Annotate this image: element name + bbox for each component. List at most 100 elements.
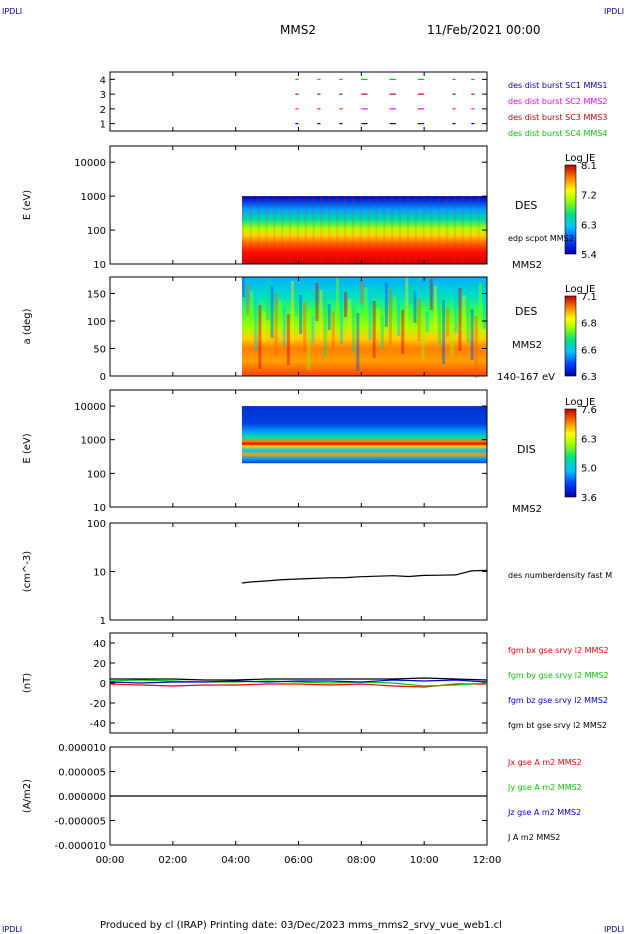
bfield-ylabel: (nT) bbox=[22, 673, 33, 693]
time-tick-label: 04:00 bbox=[221, 855, 250, 866]
time-tick-label: 02:00 bbox=[158, 855, 187, 866]
corner-label-top-right: IPDLI bbox=[604, 7, 624, 16]
des-pitch-colorbar-tick: 6.6 bbox=[581, 345, 597, 356]
des-pitch-stripe bbox=[393, 296, 397, 318]
bfield-frame bbox=[109, 632, 488, 734]
des-energy-stripe bbox=[241, 196, 244, 264]
bfield-legend-entry: fgm bz gse srvy l2 MMS2 bbox=[508, 696, 608, 705]
des-pitch-stripe bbox=[421, 305, 425, 359]
des-pitch-stripe bbox=[413, 291, 417, 323]
dis-energy-side-label: DIS bbox=[517, 443, 536, 456]
des-pitch-stripe bbox=[364, 287, 368, 322]
des-energy-stripe bbox=[328, 196, 331, 264]
des-pitch-stripe bbox=[450, 314, 454, 355]
current-ytick-label: 0.000000 bbox=[58, 792, 106, 803]
des-energy-stripe bbox=[454, 196, 457, 264]
dis-energy-colorbar-title: Log JE bbox=[565, 397, 595, 408]
bfield-series-line bbox=[109, 679, 488, 684]
des-energy-stripe bbox=[477, 196, 480, 264]
burst-ytick-label: 4 bbox=[100, 75, 106, 86]
bfield-ytick-label: 20 bbox=[93, 659, 106, 670]
footer-text: Produced by cl (IRAP) Printing date: 03/… bbox=[100, 920, 502, 931]
bfield-legend-entry: fgm bt gse srvy l2 MMS2 bbox=[508, 721, 607, 730]
des-energy-stripe bbox=[351, 196, 354, 264]
des-pitch-stripe bbox=[470, 309, 474, 360]
des-pitch-stripe bbox=[466, 302, 470, 342]
des-pitch-stripe bbox=[446, 307, 450, 337]
current-legend-entry: Jx gse A m2 MMS2 bbox=[507, 758, 582, 767]
des-pitch-stripe bbox=[258, 305, 262, 369]
des-pitch-stripe bbox=[380, 315, 384, 349]
des-pitch-stripe bbox=[290, 281, 294, 343]
des-energy-stripe bbox=[391, 196, 394, 264]
density-legend-entry: des numberdensity fast M bbox=[508, 571, 612, 580]
des-pitch-stripe bbox=[335, 278, 339, 326]
des-pitch-stripe bbox=[278, 300, 282, 329]
time-tick-label: 12:00 bbox=[473, 855, 502, 866]
time-tick-label: 08:00 bbox=[347, 855, 376, 866]
des-energy-colorbar bbox=[564, 164, 577, 255]
des-energy-colorbar-title: Log JE bbox=[565, 153, 595, 164]
current-legend-entry: Jy gse A m2 MMS2 bbox=[507, 783, 582, 792]
des-energy-ytick-label: 1000 bbox=[81, 192, 106, 203]
des-energy-ylabel: E (eV) bbox=[22, 190, 33, 220]
dis-energy-ylabel: E (eV) bbox=[22, 433, 33, 463]
des-pitch-stripe bbox=[250, 291, 254, 333]
dis-energy-ytick-label: 1000 bbox=[81, 436, 106, 447]
des-energy-spectrogram bbox=[241, 196, 487, 264]
des-pitch-stripe bbox=[311, 316, 315, 343]
burst-legend-entry: des dist burst SC1 MMS1 bbox=[508, 81, 607, 90]
density-ylabel: (cm^-3) bbox=[22, 551, 33, 592]
des-energy-stripe bbox=[469, 196, 472, 264]
des-energy-side-label: edp scpot MMS2 bbox=[508, 234, 574, 243]
des-pitch-colorbar-title: Log JE bbox=[565, 284, 595, 295]
date-title: 11/Feb/2021 00:00 bbox=[427, 23, 541, 37]
bfield-ytick-label: -20 bbox=[90, 699, 106, 710]
des-energy-colorbar-tick: 6.3 bbox=[581, 220, 597, 231]
bfield-legend-entry: fgm by gse srvy l2 MMS2 bbox=[508, 671, 609, 680]
des-energy-stripe bbox=[430, 196, 433, 264]
dis-energy-side-label: MMS2 bbox=[512, 504, 542, 515]
des-energy-stripe bbox=[344, 196, 347, 264]
des-pitch-stripe bbox=[356, 313, 360, 371]
des-pitch-colorbar-tick: 7.1 bbox=[581, 292, 597, 303]
corner-label-top-left: IPDLI bbox=[2, 7, 22, 16]
des-pitch-colorbar bbox=[564, 295, 577, 377]
bfield-series-line bbox=[109, 683, 487, 688]
dis-energy-colorbar-tick: 5.0 bbox=[581, 464, 597, 475]
des-energy-stripe bbox=[422, 196, 425, 264]
des-pitch-ytick-label: 100 bbox=[87, 317, 106, 328]
des-energy-colorbar-tick: 8.1 bbox=[581, 161, 597, 172]
des-pitch-stripe bbox=[388, 289, 392, 345]
des-pitch-stripe bbox=[409, 284, 413, 305]
des-pitch-stripe bbox=[376, 308, 380, 331]
des-energy-stripe bbox=[438, 196, 441, 264]
des-energy-stripe bbox=[312, 196, 315, 264]
des-pitch-stripe bbox=[425, 312, 429, 332]
des-energy-stripe bbox=[257, 196, 260, 264]
time-tick-label: 00:00 bbox=[96, 855, 125, 866]
des-pitch-stripe bbox=[307, 309, 311, 370]
dis-energy-colorbar bbox=[564, 408, 577, 498]
bfield-ytick-label: -40 bbox=[90, 719, 106, 730]
des-energy-stripe bbox=[281, 196, 284, 264]
des-pitch-stripe bbox=[454, 281, 458, 333]
des-energy-stripe bbox=[289, 196, 292, 264]
burst-legend-entry: des dist burst SC2 MMS2 bbox=[508, 97, 607, 106]
corner-label-bottom-left: IPDLI bbox=[2, 925, 22, 934]
dis-energy-colorbar-tick: 7.6 bbox=[581, 405, 597, 416]
des-pitch-ytick-label: 50 bbox=[93, 345, 106, 356]
des-pitch-stripe bbox=[282, 307, 286, 347]
des-pitch-stripe bbox=[474, 316, 478, 378]
des-pitch-stripe bbox=[401, 310, 405, 354]
des-pitch-stripe bbox=[429, 279, 433, 310]
burst-legend-entry: des dist burst SC4 MMS4 bbox=[508, 129, 607, 138]
time-tick-label: 06:00 bbox=[284, 855, 313, 866]
des-pitch-spectrogram bbox=[241, 277, 487, 376]
des-pitch-stripe bbox=[397, 303, 401, 336]
des-pitch-stripe bbox=[482, 290, 486, 329]
current-ylabel: (A/m2) bbox=[22, 779, 33, 813]
des-pitch-stripe bbox=[442, 300, 446, 364]
dis-energy-spectrogram bbox=[241, 406, 487, 464]
